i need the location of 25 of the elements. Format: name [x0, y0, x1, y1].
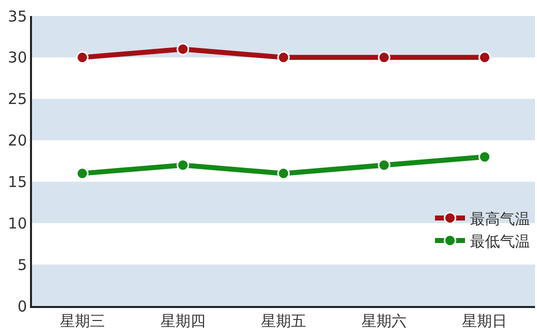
point [76, 167, 89, 180]
point [378, 51, 390, 64]
point [478, 51, 491, 64]
x-tick-label: 星期四 [160, 312, 206, 330]
x-tick-label: 星期三 [60, 312, 105, 330]
point [478, 150, 491, 164]
legend-label: 最低气温 [470, 232, 530, 250]
x-tick-label: 星期六 [362, 312, 407, 330]
y-tick-label: 15 [8, 172, 27, 191]
point [176, 42, 190, 56]
x-tick-label: 星期日 [462, 312, 508, 330]
point [378, 158, 390, 172]
point [176, 158, 190, 172]
y-tick-label: 20 [8, 132, 27, 150]
y-tick-label: 25 [8, 90, 27, 108]
x-tick-label: 星期五 [261, 312, 306, 330]
y-tick-label: 0 [17, 297, 27, 316]
y-tick-label: 30 [8, 48, 27, 67]
point [277, 51, 290, 64]
point [76, 51, 89, 64]
point [277, 167, 290, 180]
y-tick-label: 10 [8, 214, 27, 232]
y-tick-label: 5 [17, 256, 27, 274]
y-tick-label: 35 [8, 7, 27, 26]
legend-label: 最高气温 [470, 210, 530, 228]
